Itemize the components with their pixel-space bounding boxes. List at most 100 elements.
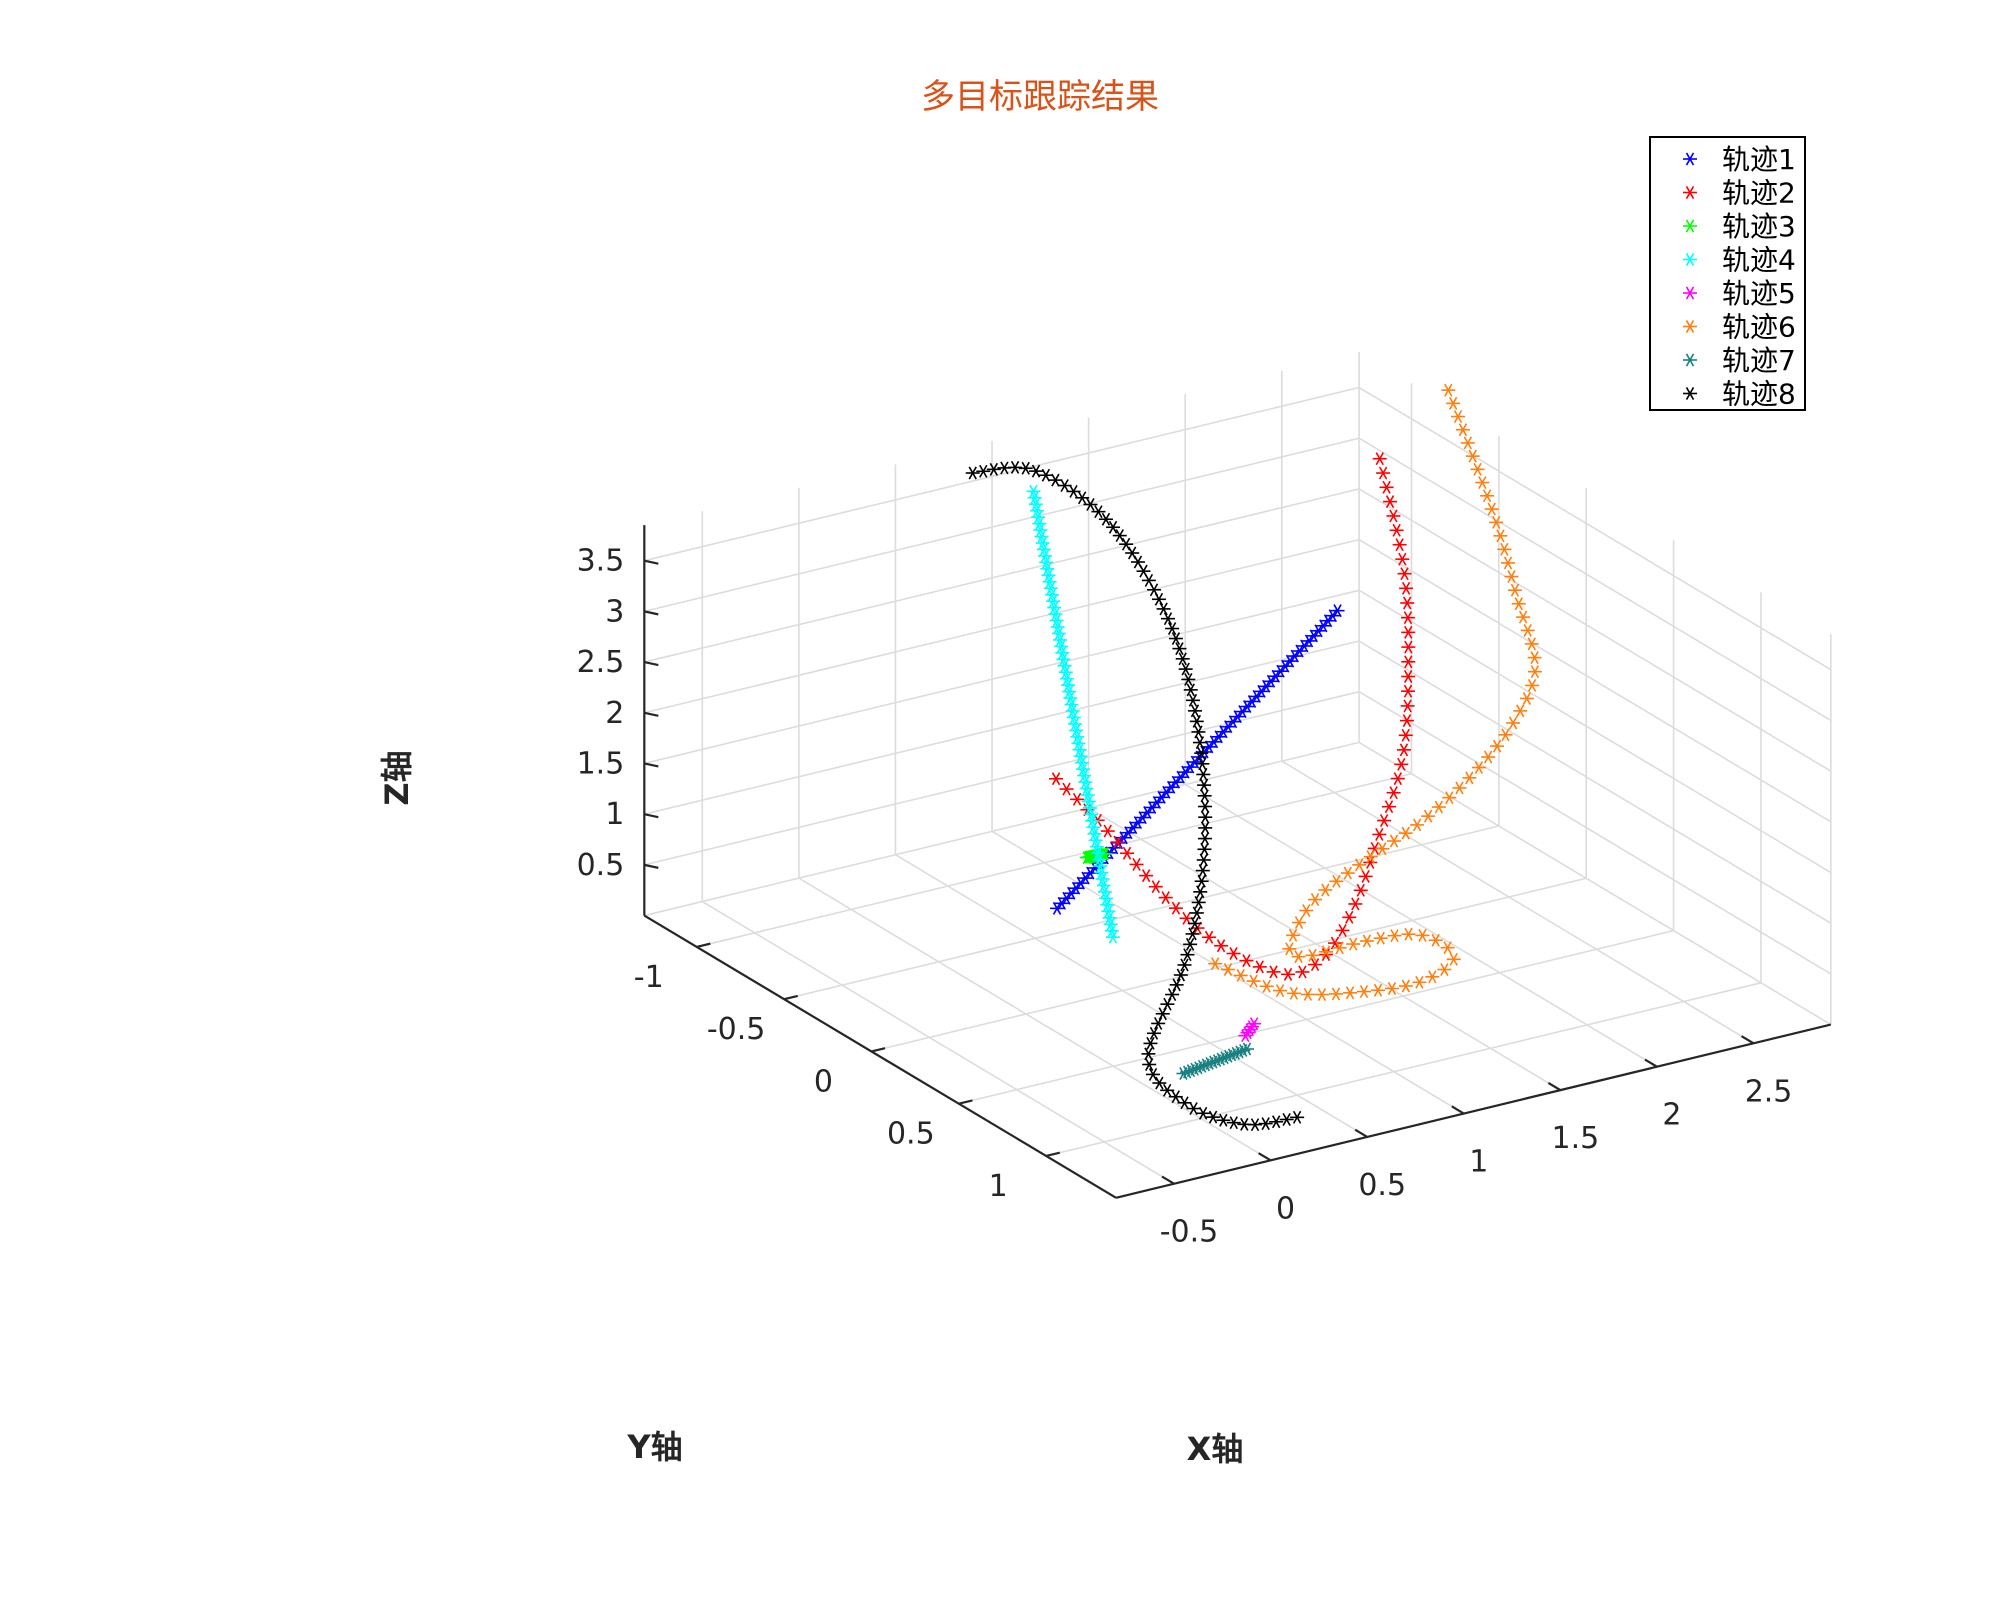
data-point bbox=[1183, 937, 1198, 951]
data-point bbox=[1372, 452, 1387, 466]
y-tick-label: 1 bbox=[989, 1169, 1008, 1204]
y-tick-label: -0.5 bbox=[707, 1012, 766, 1047]
data-point bbox=[1335, 923, 1350, 937]
data-point bbox=[1525, 678, 1540, 692]
data-point bbox=[1348, 897, 1363, 911]
data-point bbox=[1507, 583, 1522, 597]
data-point bbox=[1181, 672, 1196, 686]
data-point bbox=[1399, 581, 1414, 595]
data-point bbox=[1308, 893, 1323, 907]
grid-line bbox=[1184, 783, 1658, 1068]
grid-line bbox=[798, 877, 1272, 1162]
data-point bbox=[1386, 509, 1401, 523]
y-tick-label: -1 bbox=[634, 960, 664, 995]
data-point bbox=[1214, 939, 1229, 953]
data-point bbox=[1346, 937, 1361, 951]
legend-marker bbox=[1683, 320, 1697, 333]
data-point bbox=[1390, 772, 1405, 786]
z-tick bbox=[644, 711, 659, 717]
data-point bbox=[1208, 957, 1223, 971]
data-point bbox=[1410, 818, 1425, 832]
x-tick-label: 0 bbox=[1276, 1191, 1295, 1226]
z-tick bbox=[644, 660, 659, 667]
data-point bbox=[1401, 640, 1416, 654]
z-tick bbox=[644, 762, 659, 768]
data-point bbox=[1135, 811, 1150, 825]
z-tick bbox=[644, 863, 659, 869]
z-tick bbox=[644, 813, 659, 819]
data-point bbox=[1237, 1117, 1252, 1131]
data-point bbox=[1078, 871, 1093, 885]
data-point bbox=[1197, 842, 1212, 856]
data-point bbox=[1175, 652, 1190, 666]
x-tick-label: 1 bbox=[1469, 1145, 1488, 1180]
data-point bbox=[1400, 611, 1415, 625]
z-tick-label: 3 bbox=[605, 594, 624, 629]
data-point bbox=[1196, 853, 1211, 867]
legend-marker bbox=[1683, 186, 1697, 199]
data-point bbox=[1246, 974, 1261, 988]
data-point bbox=[1198, 810, 1213, 824]
data-point bbox=[1446, 952, 1461, 966]
data-point bbox=[1504, 570, 1519, 584]
data-point bbox=[1220, 963, 1235, 976]
data-point bbox=[1451, 410, 1466, 424]
data-point bbox=[1206, 1110, 1221, 1124]
data-point bbox=[1302, 634, 1317, 648]
data-point bbox=[1029, 464, 1044, 478]
data-point bbox=[1352, 858, 1367, 872]
data-point bbox=[1125, 546, 1140, 560]
data-point bbox=[1359, 934, 1374, 948]
data-point bbox=[1437, 963, 1452, 977]
axes: -0.5 0 0.5 1 1.5 2 2.5 -1 -0.5 0 0.5 1 0.5 1 1.5 2 2.5 3 3… bbox=[577, 525, 1832, 1250]
y-axis-title: Y轴 bbox=[626, 1428, 682, 1466]
data-point bbox=[1048, 473, 1063, 487]
data-point bbox=[1394, 757, 1409, 771]
chart-title: 多目标跟踪结果 bbox=[921, 77, 1159, 117]
data-point bbox=[1189, 906, 1204, 920]
data-point bbox=[997, 461, 1012, 475]
legend-marker bbox=[1683, 353, 1697, 367]
data-point bbox=[1193, 885, 1208, 899]
grid-line bbox=[1358, 488, 1832, 772]
grid-line bbox=[991, 830, 1465, 1115]
legend-label: 轨迹6 bbox=[1722, 311, 1796, 344]
data-point bbox=[1373, 931, 1388, 945]
data-point bbox=[1376, 466, 1391, 480]
data-point bbox=[1516, 610, 1531, 624]
data-point bbox=[1292, 644, 1307, 658]
data-point bbox=[1160, 612, 1175, 626]
data-point bbox=[1183, 683, 1198, 697]
data-point bbox=[1147, 583, 1162, 597]
data-point bbox=[1343, 986, 1358, 1000]
data-point bbox=[1195, 864, 1210, 878]
x-tick bbox=[1547, 1081, 1561, 1092]
data-point bbox=[1321, 614, 1336, 628]
data-point bbox=[1396, 743, 1411, 757]
data-point bbox=[1206, 735, 1221, 749]
grid-line bbox=[696, 772, 1412, 948]
data-point bbox=[1400, 699, 1415, 713]
data-point bbox=[1211, 730, 1226, 744]
data-point bbox=[1180, 948, 1195, 962]
x-tick bbox=[1161, 1175, 1175, 1185]
data-point bbox=[1291, 950, 1306, 964]
data-point bbox=[1398, 826, 1413, 840]
data-point bbox=[1168, 901, 1183, 915]
data-point bbox=[1173, 770, 1188, 784]
data-point bbox=[1221, 720, 1236, 734]
data-point bbox=[1318, 948, 1333, 962]
x-tick bbox=[1258, 1152, 1272, 1162]
data-point bbox=[1501, 556, 1516, 570]
x-tick bbox=[1740, 1035, 1755, 1045]
data-point bbox=[1186, 1102, 1201, 1116]
data-point bbox=[1059, 782, 1074, 796]
data-point bbox=[1185, 927, 1200, 941]
data-point bbox=[1398, 979, 1413, 993]
data-point bbox=[1308, 958, 1323, 972]
data-point bbox=[1187, 916, 1202, 930]
data-point bbox=[1329, 874, 1344, 888]
data-point bbox=[1159, 785, 1174, 799]
